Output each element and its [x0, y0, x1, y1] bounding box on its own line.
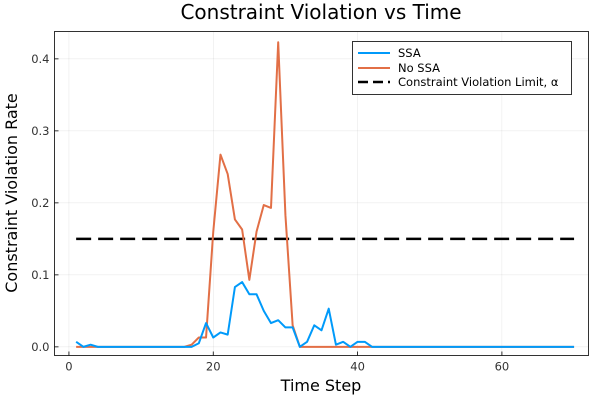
y-tick-label: 0.0 — [31, 340, 49, 354]
legend: SSA No SSA Constraint Violation Limit, α — [352, 41, 572, 95]
x-tick-label: 20 — [206, 360, 221, 374]
x-tick-label: 0 — [65, 360, 72, 374]
legend-label-ssa: SSA — [398, 46, 421, 60]
y-tick-label: 0.2 — [31, 196, 49, 210]
series-layer — [75, 41, 575, 348]
y-tick-label: 0.1 — [31, 268, 49, 282]
x-tick-label: 60 — [495, 360, 510, 374]
x-axis-label: Time Step — [280, 376, 362, 395]
chart-title: Constraint Violation vs Time — [180, 0, 461, 24]
legend-label-limit: Constraint Violation Limit, α — [398, 75, 559, 89]
plot-frame — [54, 31, 589, 356]
series-line-ssa — [75, 281, 575, 348]
legend-label-no-ssa: No SSA — [398, 61, 440, 75]
axis-ticks: 0 20 40 60 0.0 0.1 0.2 0.3 0.4 — [31, 52, 509, 374]
x-tick-label: 40 — [350, 360, 365, 374]
y-tick-label: 0.4 — [31, 52, 49, 66]
y-tick-label: 0.3 — [31, 124, 49, 138]
y-axis-label: Constraint Violation Rate — [2, 93, 21, 293]
